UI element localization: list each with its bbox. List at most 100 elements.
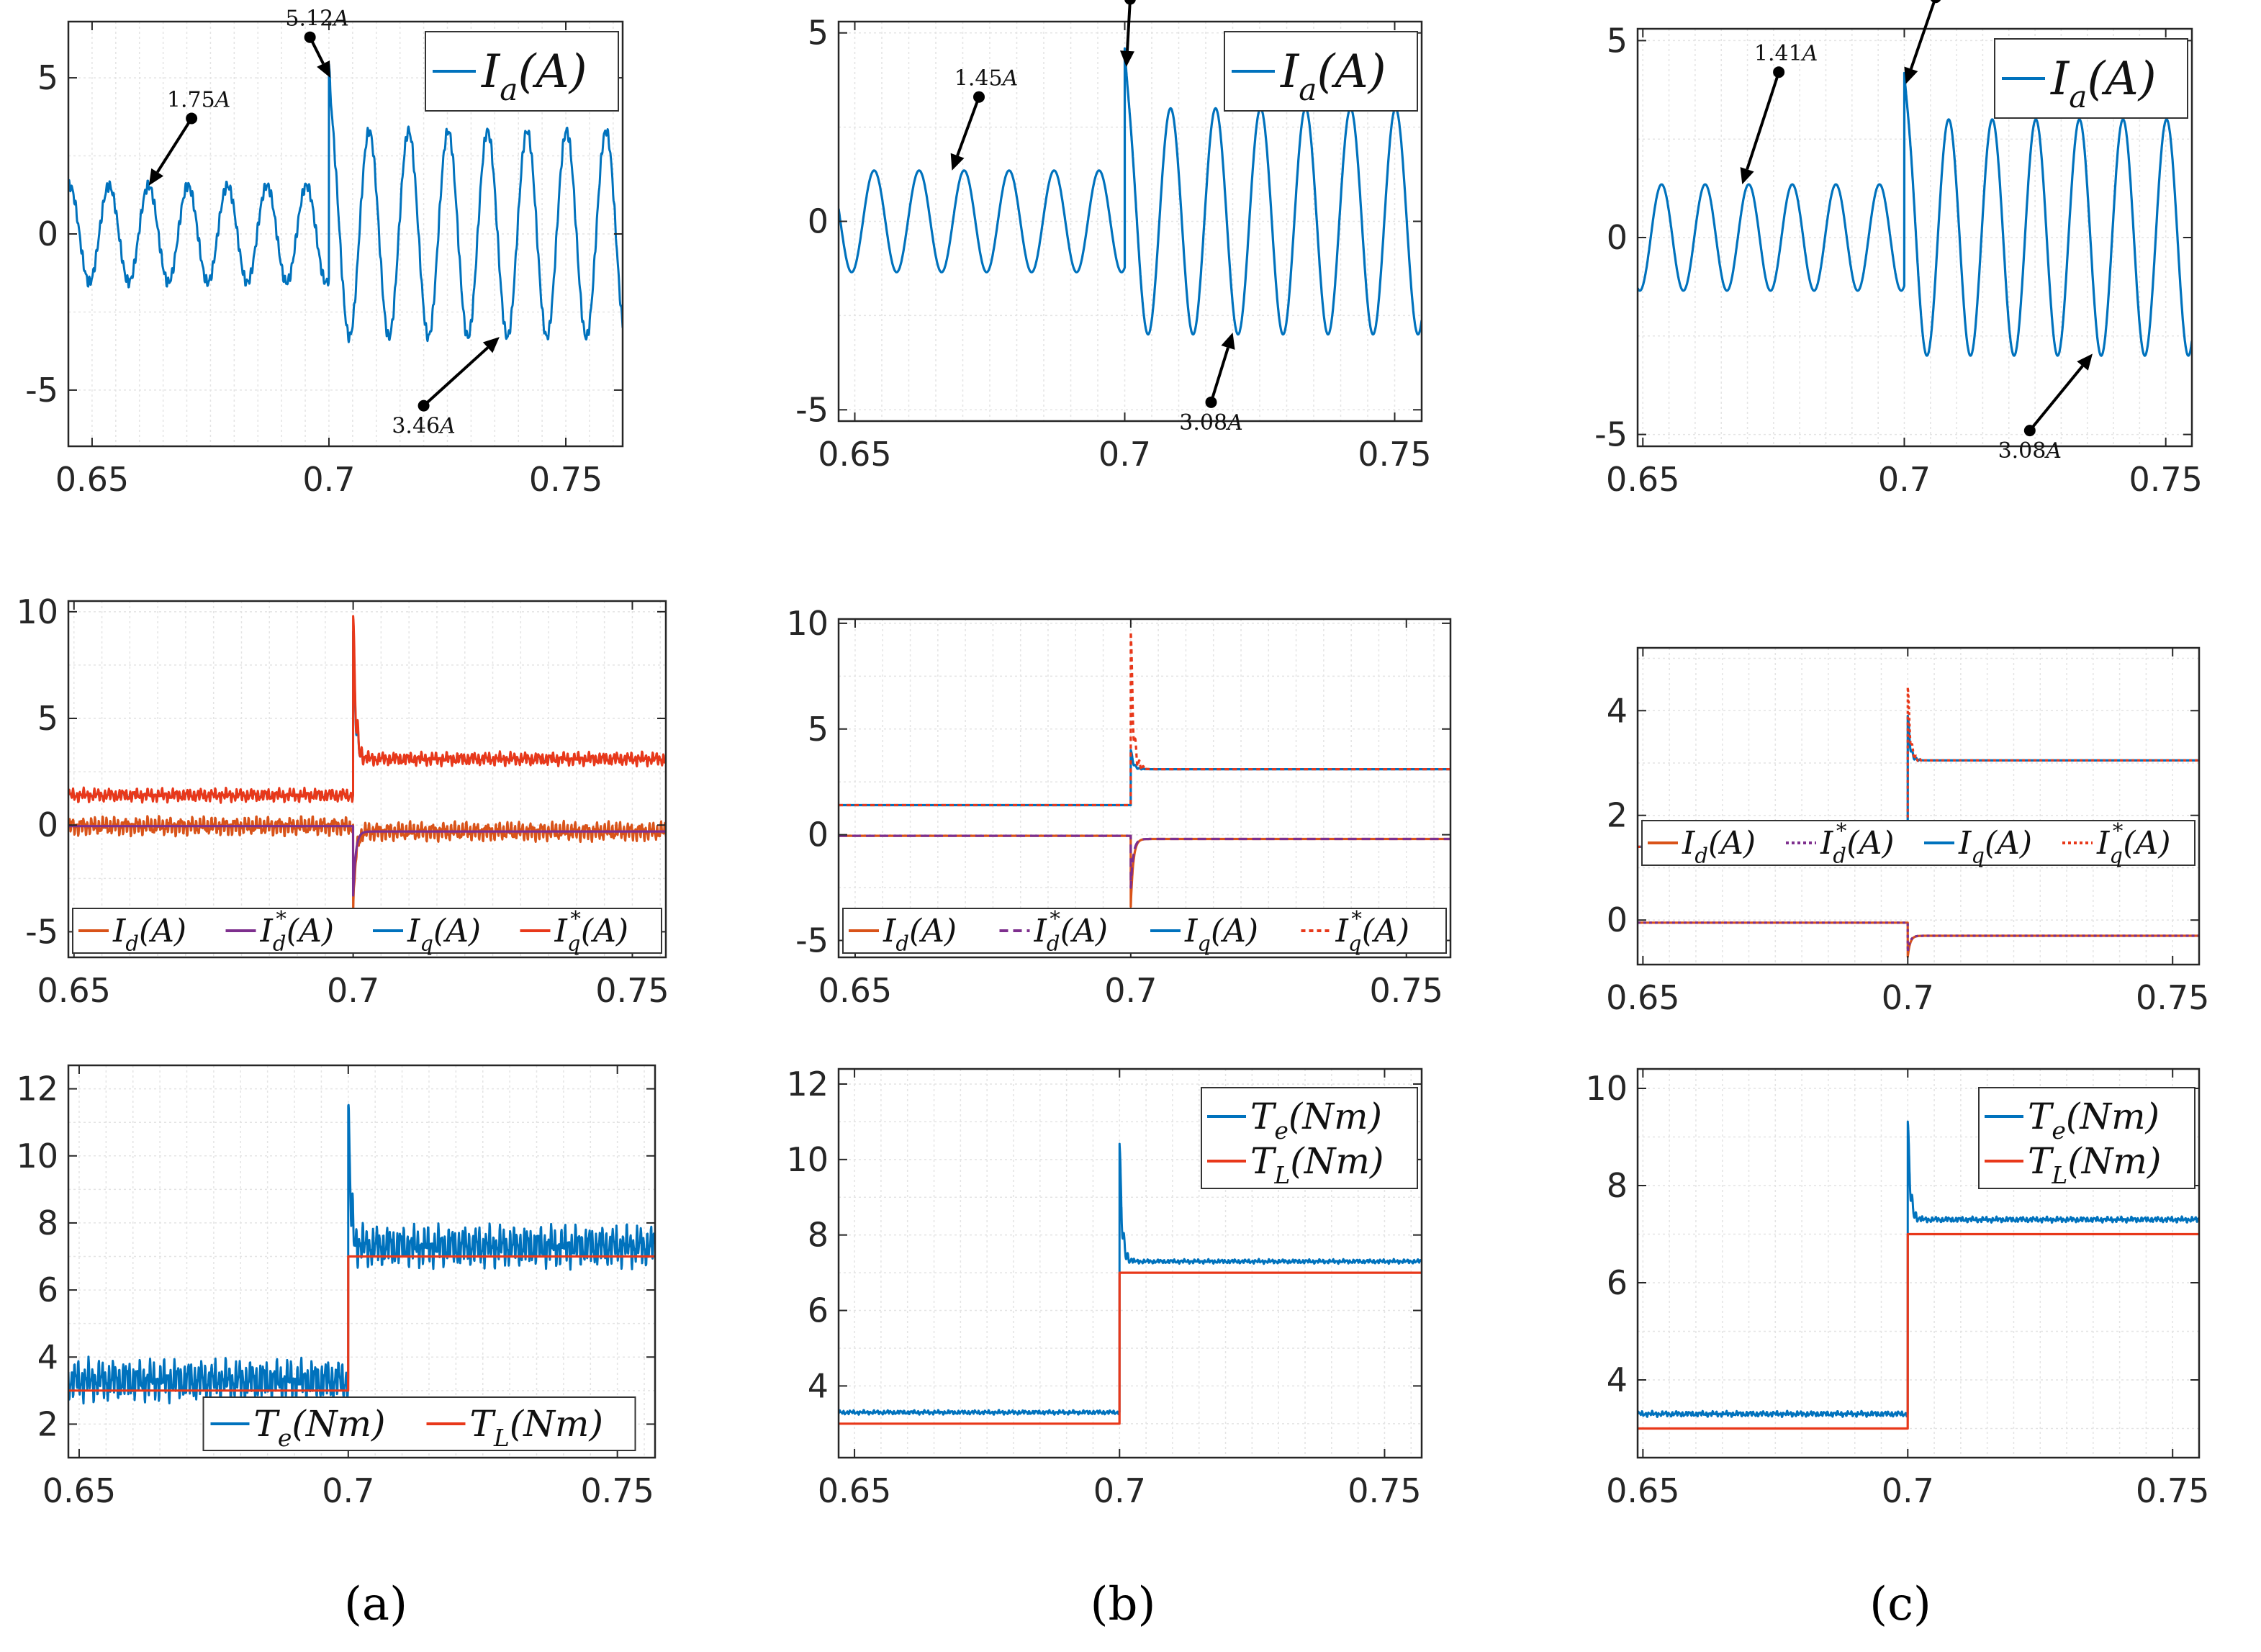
chart-2-0: 0.65 0.7 0.75 2 4 6 8 10 12 Te(Nm) TL(Nm) xyxy=(16,1064,656,1510)
y-tick-label: 2 xyxy=(37,1404,58,1443)
annotation-label: 3.46A xyxy=(392,414,455,439)
series-te-0 xyxy=(1638,1120,2199,1418)
y-tick-label: 10 xyxy=(1585,1069,1628,1108)
series-id-0 xyxy=(839,834,1450,908)
svg-text:Id*(A): Id*(A) xyxy=(1034,906,1109,955)
y-tick-label: 2 xyxy=(1607,796,1628,835)
series-te-0 xyxy=(839,1142,1422,1416)
y-tick-label: 10 xyxy=(786,1140,829,1179)
axes-frame xyxy=(1636,1068,2201,1459)
y-tick-label: 5 xyxy=(37,58,58,97)
x-tick-label: 0.75 xyxy=(529,460,603,499)
svg-text:Iq*(A): Iq*(A) xyxy=(554,906,629,955)
annotation-arrow xyxy=(155,117,193,173)
annotation-arrow xyxy=(1209,347,1229,403)
y-tick-label: -5 xyxy=(25,912,58,951)
svg-text:Iq(A): Iq(A) xyxy=(407,913,481,955)
y-tick-label: 6 xyxy=(37,1270,58,1309)
chart-1-1: 0.65 0.7 0.75 -5 0 5 10 Id(A) Id*(A) Iq(A) Iq*(A) xyxy=(786,604,1452,1010)
annotation-label: 1.45A xyxy=(955,66,1018,91)
svg-text:Iq*(A): Iq*(A) xyxy=(2096,818,2171,867)
svg-text:Te(Nm): Te(Nm) xyxy=(1250,1096,1382,1145)
legend: Id(A) Id*(A) Iq(A) Iq*(A) xyxy=(842,906,1447,955)
legend: Ia(A) xyxy=(425,31,619,112)
chart-1-0: 0.65 0.7 0.75 -5 0 5 10 Id(A) Id*(A) Iq(A) Iq*(A) xyxy=(16,592,669,1010)
x-tick-label: 0.65 xyxy=(818,435,891,474)
series-tl-1 xyxy=(839,1271,1422,1425)
series-ia-0 xyxy=(839,47,1422,336)
series-tl-1 xyxy=(1638,1232,2199,1430)
y-tick-label: -5 xyxy=(1594,415,1628,454)
legend: Te(Nm)TL(Nm) xyxy=(1978,1087,2195,1189)
y-tick-label: 5 xyxy=(1607,21,1628,60)
y-tick-label: 6 xyxy=(1607,1263,1628,1302)
x-tick-label: 0.75 xyxy=(2136,1471,2209,1510)
x-tick-label: 0.65 xyxy=(818,1471,891,1510)
svg-text:Id(A): Id(A) xyxy=(1682,825,1756,867)
x-tick-label: 0.75 xyxy=(580,1471,654,1510)
svg-text:Id*(A): Id*(A) xyxy=(1820,818,1895,867)
x-tick-label: 0.65 xyxy=(818,971,892,1010)
x-tick-label: 0.65 xyxy=(1606,978,1679,1017)
x-tick-label: 0.75 xyxy=(1370,971,1443,1010)
annotation-arrow xyxy=(956,96,980,156)
chart-2-1: 0.65 0.7 0.75 4 6 8 10 12 Te(Nm)TL(Nm) xyxy=(786,1065,1423,1510)
y-tick-label: 0 xyxy=(808,202,829,241)
series-ia-0 xyxy=(68,63,623,343)
x-tick-label: 0.7 xyxy=(322,1471,374,1510)
series-te-0 xyxy=(68,1103,655,1406)
y-tick-label: 4 xyxy=(1607,1360,1628,1399)
x-tick-label: 0.65 xyxy=(1606,1471,1679,1510)
x-tick-label: 0.75 xyxy=(1348,1471,1421,1510)
annotation-arrow xyxy=(2028,365,2084,432)
series-tl-1 xyxy=(68,1255,655,1392)
x-tick-label: 0.75 xyxy=(1358,435,1431,474)
x-tick-label: 0.7 xyxy=(1104,971,1157,1010)
annotation-label: 1.41A xyxy=(1754,41,1818,66)
legend: Id(A) Id*(A) Iq(A) Iq*(A) xyxy=(72,906,662,955)
x-tick-label: 0.7 xyxy=(1878,460,1931,499)
x-tick-label: 0.7 xyxy=(327,971,379,1010)
axes-frame xyxy=(67,600,667,959)
y-tick-label: 5 xyxy=(808,14,829,53)
series-iq-3 xyxy=(839,631,1450,807)
svg-text:Iq(A): Iq(A) xyxy=(1184,913,1258,955)
y-tick-label: 10 xyxy=(786,604,829,643)
series-iq-3 xyxy=(68,615,666,804)
x-tick-label: 0.65 xyxy=(37,971,111,1010)
x-tick-label: 0.75 xyxy=(2136,978,2209,1017)
x-tick-label: 0.65 xyxy=(55,460,129,499)
annotation-arrow xyxy=(423,346,489,407)
y-tick-label: 5 xyxy=(37,699,58,738)
legend: Ia(A) xyxy=(1224,31,1418,112)
annotation-label: 5.12A xyxy=(285,6,348,32)
x-tick-label: 0.7 xyxy=(1882,978,1934,1017)
x-tick-label: 0.75 xyxy=(2129,460,2202,499)
panel-label-c: (c) xyxy=(1869,1578,1931,1631)
y-tick-label: 12 xyxy=(786,1065,829,1103)
legend: Te(Nm)TL(Nm) xyxy=(202,1396,636,1452)
y-tick-label: 6 xyxy=(808,1291,829,1330)
svg-text:Id(A): Id(A) xyxy=(112,913,186,955)
annotation-label: 1.75A xyxy=(167,87,230,112)
y-tick-label: 8 xyxy=(1607,1166,1628,1205)
svg-text:Id*(A): Id*(A) xyxy=(260,906,335,955)
y-tick-label: 5 xyxy=(808,710,829,749)
axes-frame xyxy=(837,1068,1423,1459)
y-tick-label: 0 xyxy=(1607,901,1628,939)
axes-frame xyxy=(837,618,1452,959)
series-id-1 xyxy=(1638,921,2199,953)
annotation-label: 3.08A xyxy=(1179,410,1242,435)
chart-0-0: 0.65 0.7 0.75 -5 0 5 1.75A 5.12A 3.46A Ia(A) xyxy=(25,6,624,499)
y-tick-label: 4 xyxy=(1607,691,1628,730)
y-tick-label: 4 xyxy=(808,1366,829,1405)
y-tick-label: -5 xyxy=(795,921,829,960)
panel-label-a: (a) xyxy=(344,1578,407,1631)
svg-text:Iq(A): Iq(A) xyxy=(1958,825,2032,867)
svg-text:Te(Nm): Te(Nm) xyxy=(254,1403,386,1452)
y-tick-label: 0 xyxy=(1607,218,1628,257)
x-tick-label: 0.7 xyxy=(302,460,355,499)
